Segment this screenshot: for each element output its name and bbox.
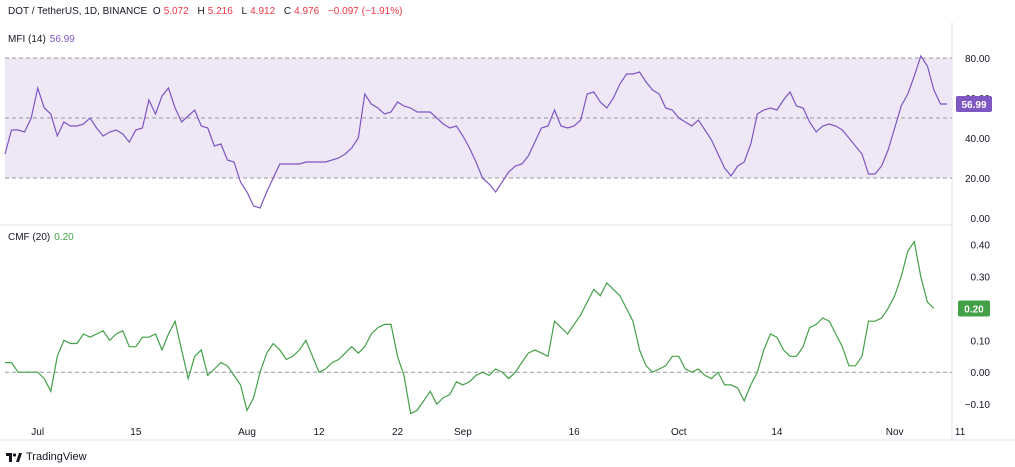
cmf-y-tick: −0.10 (965, 400, 991, 411)
x-tick-label: 12 (313, 427, 325, 438)
ohlc-high: H 5.216 (197, 6, 233, 17)
cmf-value: 0.20 (54, 232, 74, 243)
cmf-last-badge (958, 300, 990, 317)
mfi-y-tick: 20.00 (965, 174, 990, 185)
x-tick-label: 11 (955, 427, 966, 438)
mfi-y-tick: 40.00 (965, 134, 990, 145)
cmf-line (5, 240, 935, 415)
cmf-y-tick: 0.30 (971, 273, 991, 284)
mfi-y-tick: 80.00 (965, 54, 990, 65)
x-tick-label: Aug (238, 427, 256, 438)
x-tick-label: Oct (671, 427, 687, 438)
footer-brand: TradingView (6, 451, 87, 463)
cmf-y-tick: 0.10 (971, 336, 991, 347)
x-tick-label: 14 (771, 427, 783, 438)
cmf-y-tick: 0.00 (971, 368, 991, 379)
chart-header: DOT / TetherUS, 1D, BINANCE O 5.072 H 5.21… (8, 6, 405, 17)
ohlc-change: −0.097 (−1.91%) (327, 6, 403, 17)
mfi-last-badge-label: 56.99 (961, 100, 986, 111)
x-tick-label: 16 (569, 427, 581, 438)
x-tick-label: Sep (454, 427, 472, 438)
ohlc-close: C 4.976 (283, 6, 320, 17)
tradingview-logo-icon (6, 452, 22, 462)
cmf-y-tick: 0.40 (971, 241, 991, 252)
mfi-line (4, 54, 947, 209)
mfi-value: 56.99 (49, 34, 75, 45)
x-tick-label: 22 (392, 427, 404, 438)
ohlc-open: O 5.072 (152, 6, 189, 17)
cmf-legend[interactable]: CMF (20) 0.20 (8, 232, 74, 243)
mfi-legend[interactable]: MFI (14) 56.99 (8, 34, 75, 45)
cmf-title: CMF (20) (8, 232, 51, 243)
x-tick-label: Jul (31, 427, 44, 438)
mfi-y-tick: 0.00 (971, 214, 991, 225)
x-tick-label: 15 (130, 427, 142, 438)
cmf-last-badge-label: 0.20 (964, 304, 984, 315)
ohlc-low: L 4.912 (241, 6, 276, 17)
x-tick-label: Nov (886, 427, 904, 438)
symbol-title[interactable]: DOT / TetherUS, 1D, BINANCE (8, 6, 148, 17)
mfi-title: MFI (14) (8, 34, 46, 45)
brand-name: TradingView (26, 451, 87, 463)
mfi-last-badge (956, 96, 992, 112)
